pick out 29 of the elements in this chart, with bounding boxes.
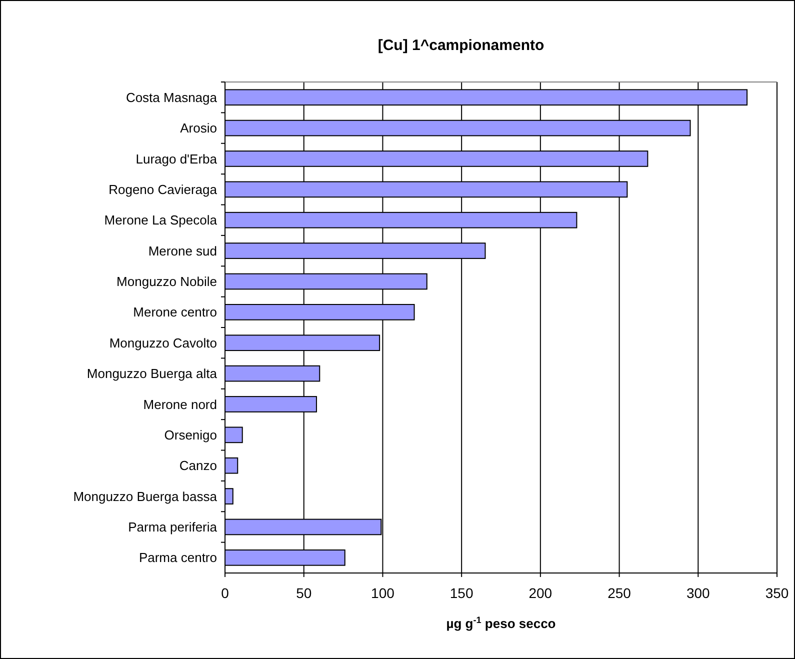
- y-tick-label: Monguzzo Cavolto: [109, 335, 217, 350]
- y-tick-label: Monguzzo Buerga bassa: [73, 488, 218, 504]
- x-tick-label: 250: [608, 585, 632, 601]
- y-tick-label: Orsenigo: [164, 427, 217, 442]
- chart-title: [Cu] 1^campionamento: [378, 37, 544, 54]
- x-tick-label: 350: [765, 585, 789, 601]
- y-tick-label: Merone centro: [133, 304, 217, 320]
- x-tick-label: 150: [450, 585, 474, 601]
- y-tick-label: Parma centro: [138, 550, 217, 566]
- y-tick-label: Arosio: [180, 120, 217, 136]
- x-tick-label: 300: [686, 585, 710, 601]
- y-tick-label: Monguzzo Nobile: [116, 274, 217, 290]
- x-tick-label: 100: [371, 585, 395, 601]
- y-tick-label: Canzo: [179, 458, 217, 474]
- y-tick-label: Parma periferia: [128, 520, 218, 535]
- bar: [224, 426, 243, 444]
- bar: [224, 488, 234, 504]
- y-tick-label: Merone nord: [143, 396, 217, 412]
- y-tick-label: Lurago d'Erba: [136, 151, 218, 166]
- y-tick-label: Merone sud: [148, 243, 217, 258]
- y-tick-label: Rogeno Cavieraga: [108, 182, 218, 197]
- y-tick-label: Costa Masnaga: [126, 90, 218, 105]
- x-tick-label: 0: [221, 585, 230, 601]
- bar: [224, 457, 238, 474]
- y-tick-label: Monguzzo Buerga alta: [86, 366, 218, 382]
- x-axis-title: µg g$^{-1}$ peso secco: [446, 615, 556, 631]
- y-tick-label: Merone La Specola: [104, 212, 218, 228]
- x-tick-label: 200: [528, 585, 552, 601]
- x-tick-label: 50: [296, 585, 312, 601]
